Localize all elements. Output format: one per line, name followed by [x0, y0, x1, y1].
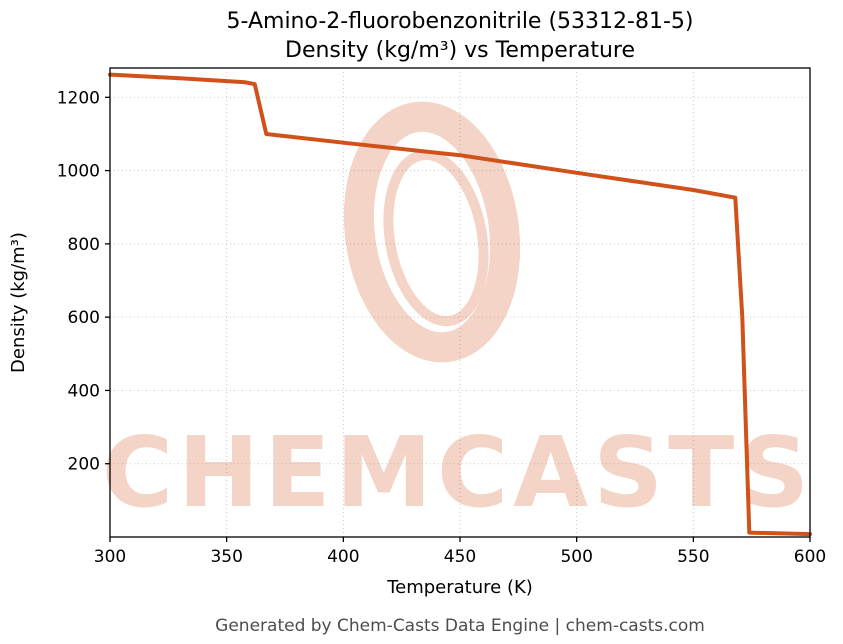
- x-tick-label: 600: [794, 547, 826, 567]
- x-tick-label: 450: [444, 547, 476, 567]
- y-axis-label: Density (kg/m³): [8, 232, 29, 373]
- chemcasts-watermark: CHEMCASTS: [102, 101, 814, 529]
- y-tick-label: 400: [68, 381, 100, 401]
- chart-title: 5-Amino-2-fluorobenzonitrile (53312-81-5…: [0, 8, 843, 65]
- series-line-density: [108, 72, 812, 537]
- x-tick-label: 550: [677, 547, 709, 567]
- chart-title-line2: Density (kg/m³) vs Temperature: [285, 37, 635, 63]
- x-tick-label: 500: [560, 547, 592, 567]
- tick-labels: 300 350 400 450 500 550 600 200 400 600 800 1000 120…: [57, 88, 826, 567]
- watermark-text: CHEMCASTS: [102, 416, 814, 529]
- y-tick-label: 600: [68, 308, 100, 328]
- x-tick-label: 350: [210, 547, 242, 567]
- x-tick-label: 300: [94, 547, 126, 567]
- y-tick-label: 1200: [57, 88, 100, 108]
- chart-title-line1: 5-Amino-2-fluorobenzonitrile (53312-81-5…: [226, 9, 694, 34]
- footer-text: Generated by Chem-Casts Data Engine | ch…: [215, 616, 705, 636]
- y-tick-label: 1000: [57, 162, 100, 182]
- axis-ticks: [105, 96, 811, 542]
- watermark-logo-inner-icon: [383, 149, 489, 327]
- y-tick-label: 200: [68, 455, 100, 475]
- x-tick-label: 400: [327, 547, 359, 567]
- watermark-logo-icon: [343, 101, 521, 363]
- grid-lines: [109, 68, 811, 537]
- x-axis-label: Temperature (K): [386, 577, 533, 598]
- y-tick-label: 800: [68, 235, 100, 255]
